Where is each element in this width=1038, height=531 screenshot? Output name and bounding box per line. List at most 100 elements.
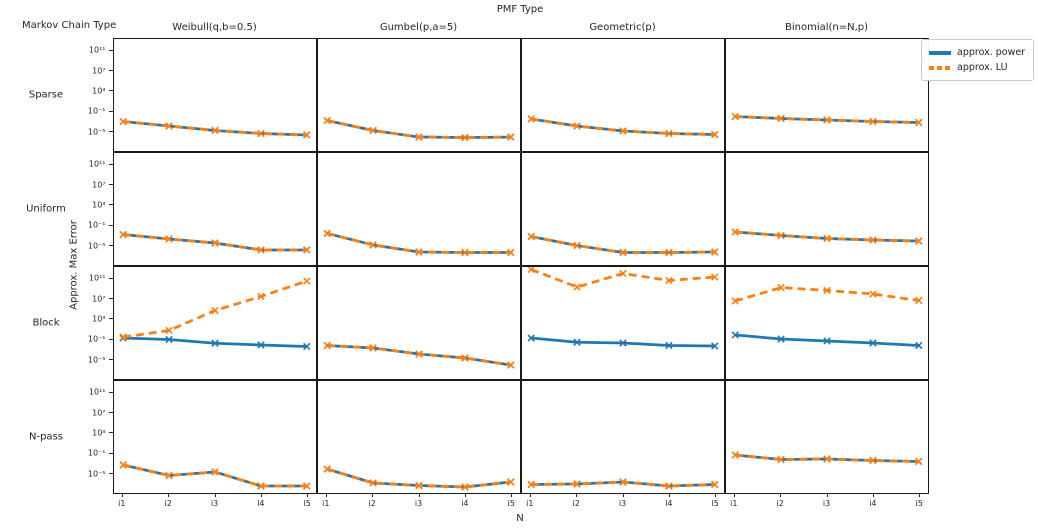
x-tick-mark xyxy=(307,493,309,497)
plot-grid xyxy=(112,37,929,494)
y-tick-label: 10⁻⁵ xyxy=(87,355,106,365)
y-tick-label: 10³ xyxy=(92,86,106,96)
subplot-n-pass-weibull-q-b-0-5 xyxy=(112,379,317,494)
y-tick-label: 10⁻¹ xyxy=(87,448,106,458)
x-tick-mark xyxy=(622,493,624,497)
row-label-sparse: Sparse xyxy=(28,89,64,100)
column-title-geometric-p: Geometric(p) xyxy=(589,22,656,33)
x-tick-mark xyxy=(511,493,513,497)
x-tick-mark xyxy=(780,493,782,497)
x-tick-mark xyxy=(576,493,578,497)
y-tick-mark xyxy=(109,163,113,165)
x-tick-label: i4 xyxy=(869,498,877,508)
y-axis-label: Approx. Max Error xyxy=(68,220,80,310)
y-tick-mark xyxy=(109,70,113,72)
legend-label: approx. power xyxy=(957,47,1026,58)
y-tick-label: 10⁷ xyxy=(92,180,106,190)
legend-swatch-solid-line-icon xyxy=(929,50,951,55)
y-tick-mark xyxy=(109,432,113,434)
subplot-canvas xyxy=(322,341,515,369)
y-tick-label: 10⁷ xyxy=(92,66,106,76)
x-tick-label: i1 xyxy=(526,498,534,508)
x-tick-label: i3 xyxy=(210,498,219,508)
x-tick-mark xyxy=(260,493,262,497)
subplot-block-gumbel-p-a-5 xyxy=(316,265,521,380)
y-tick-mark xyxy=(109,338,113,340)
legend-label: approx. LU xyxy=(957,62,1008,73)
y-tick-mark xyxy=(109,245,113,247)
subplot-n-pass-geometric-p xyxy=(520,379,725,494)
y-tick-label: 10¹¹ xyxy=(88,387,106,397)
y-tick-label: 10⁷ xyxy=(92,408,106,418)
x-tick-label: i3 xyxy=(822,498,831,508)
figure-title: PMF Type xyxy=(496,4,544,15)
y-tick-mark xyxy=(109,49,113,51)
legend-item-approx-power: approx. power xyxy=(929,45,1025,60)
subplot-canvas xyxy=(118,230,311,254)
x-tick-mark xyxy=(715,493,717,497)
subplot-canvas xyxy=(118,276,311,350)
row-label-block: Block xyxy=(32,317,60,328)
x-tick-mark xyxy=(919,493,921,497)
subplot-block-binomial-n-n-p xyxy=(724,265,929,380)
y-tick-mark xyxy=(109,318,113,320)
subplot-sparse-binomial-n-n-p xyxy=(724,37,929,152)
subplot-uniform-weibull-q-b-0-5 xyxy=(112,151,317,266)
y-tick-mark xyxy=(109,204,113,206)
y-tick-label: 10⁻¹ xyxy=(87,220,106,230)
y-tick-label: 10⁻¹ xyxy=(87,334,106,344)
x-tick-label: i2 xyxy=(776,498,784,508)
row-label-n-pass: N-pass xyxy=(29,431,63,442)
subplot-uniform-gumbel-p-a-5 xyxy=(316,151,521,266)
x-tick-mark xyxy=(121,493,123,497)
subplot-canvas xyxy=(730,450,923,465)
y-tick-label: 10¹¹ xyxy=(88,159,106,169)
x-tick-label: i2 xyxy=(164,498,172,508)
x-tick-label: i1 xyxy=(730,498,738,508)
y-tick-mark xyxy=(109,473,113,475)
y-tick-mark xyxy=(109,90,113,92)
subplot-canvas xyxy=(322,229,515,256)
y-tick-mark xyxy=(109,131,113,133)
y-tick-mark xyxy=(109,224,113,226)
subplot-canvas xyxy=(526,477,719,490)
y-tick-mark xyxy=(109,184,113,186)
x-tick-label: i1 xyxy=(118,498,126,508)
subplot-uniform-binomial-n-n-p xyxy=(724,151,929,266)
subplot-canvas xyxy=(118,117,311,139)
x-tick-mark xyxy=(464,493,466,497)
subplot-canvas xyxy=(730,227,923,245)
subplot-canvas xyxy=(118,460,311,490)
x-tick-label: i4 xyxy=(461,498,469,508)
subplot-block-geometric-p xyxy=(520,265,725,380)
y-tick-mark xyxy=(109,298,113,300)
y-tick-mark xyxy=(109,391,113,393)
y-tick-label: 10⁻⁵ xyxy=(87,127,106,137)
y-tick-label: 10³ xyxy=(92,428,106,438)
y-tick-label: 10¹¹ xyxy=(88,45,106,55)
x-tick-mark xyxy=(872,493,874,497)
y-tick-mark xyxy=(109,110,113,112)
y-tick-label: 10³ xyxy=(92,314,106,324)
x-tick-label: i3 xyxy=(618,498,627,508)
y-tick-label: 10⁷ xyxy=(92,294,106,304)
x-tick-label: i4 xyxy=(257,498,265,508)
legend-item-approx-lu: approx. LU xyxy=(929,60,1025,75)
x-tick-label: i4 xyxy=(665,498,673,508)
subplot-n-pass-binomial-n-n-p xyxy=(724,379,929,494)
y-tick-mark xyxy=(109,452,113,454)
x-tick-label: i5 xyxy=(303,498,311,508)
x-tick-mark xyxy=(372,493,374,497)
x-tick-label: i3 xyxy=(414,498,423,508)
x-tick-label: i1 xyxy=(322,498,330,508)
x-tick-label: i5 xyxy=(915,498,923,508)
x-tick-mark xyxy=(529,493,531,497)
x-tick-label: i5 xyxy=(711,498,719,508)
x-tick-label: i5 xyxy=(507,498,515,508)
row-label-uniform: Uniform xyxy=(26,203,66,214)
x-tick-mark xyxy=(668,493,670,497)
x-tick-mark xyxy=(826,493,828,497)
column-title-weibull-q-b-0-5: Weibull(q,b=0.5) xyxy=(172,22,257,33)
x-tick-mark xyxy=(214,493,216,497)
